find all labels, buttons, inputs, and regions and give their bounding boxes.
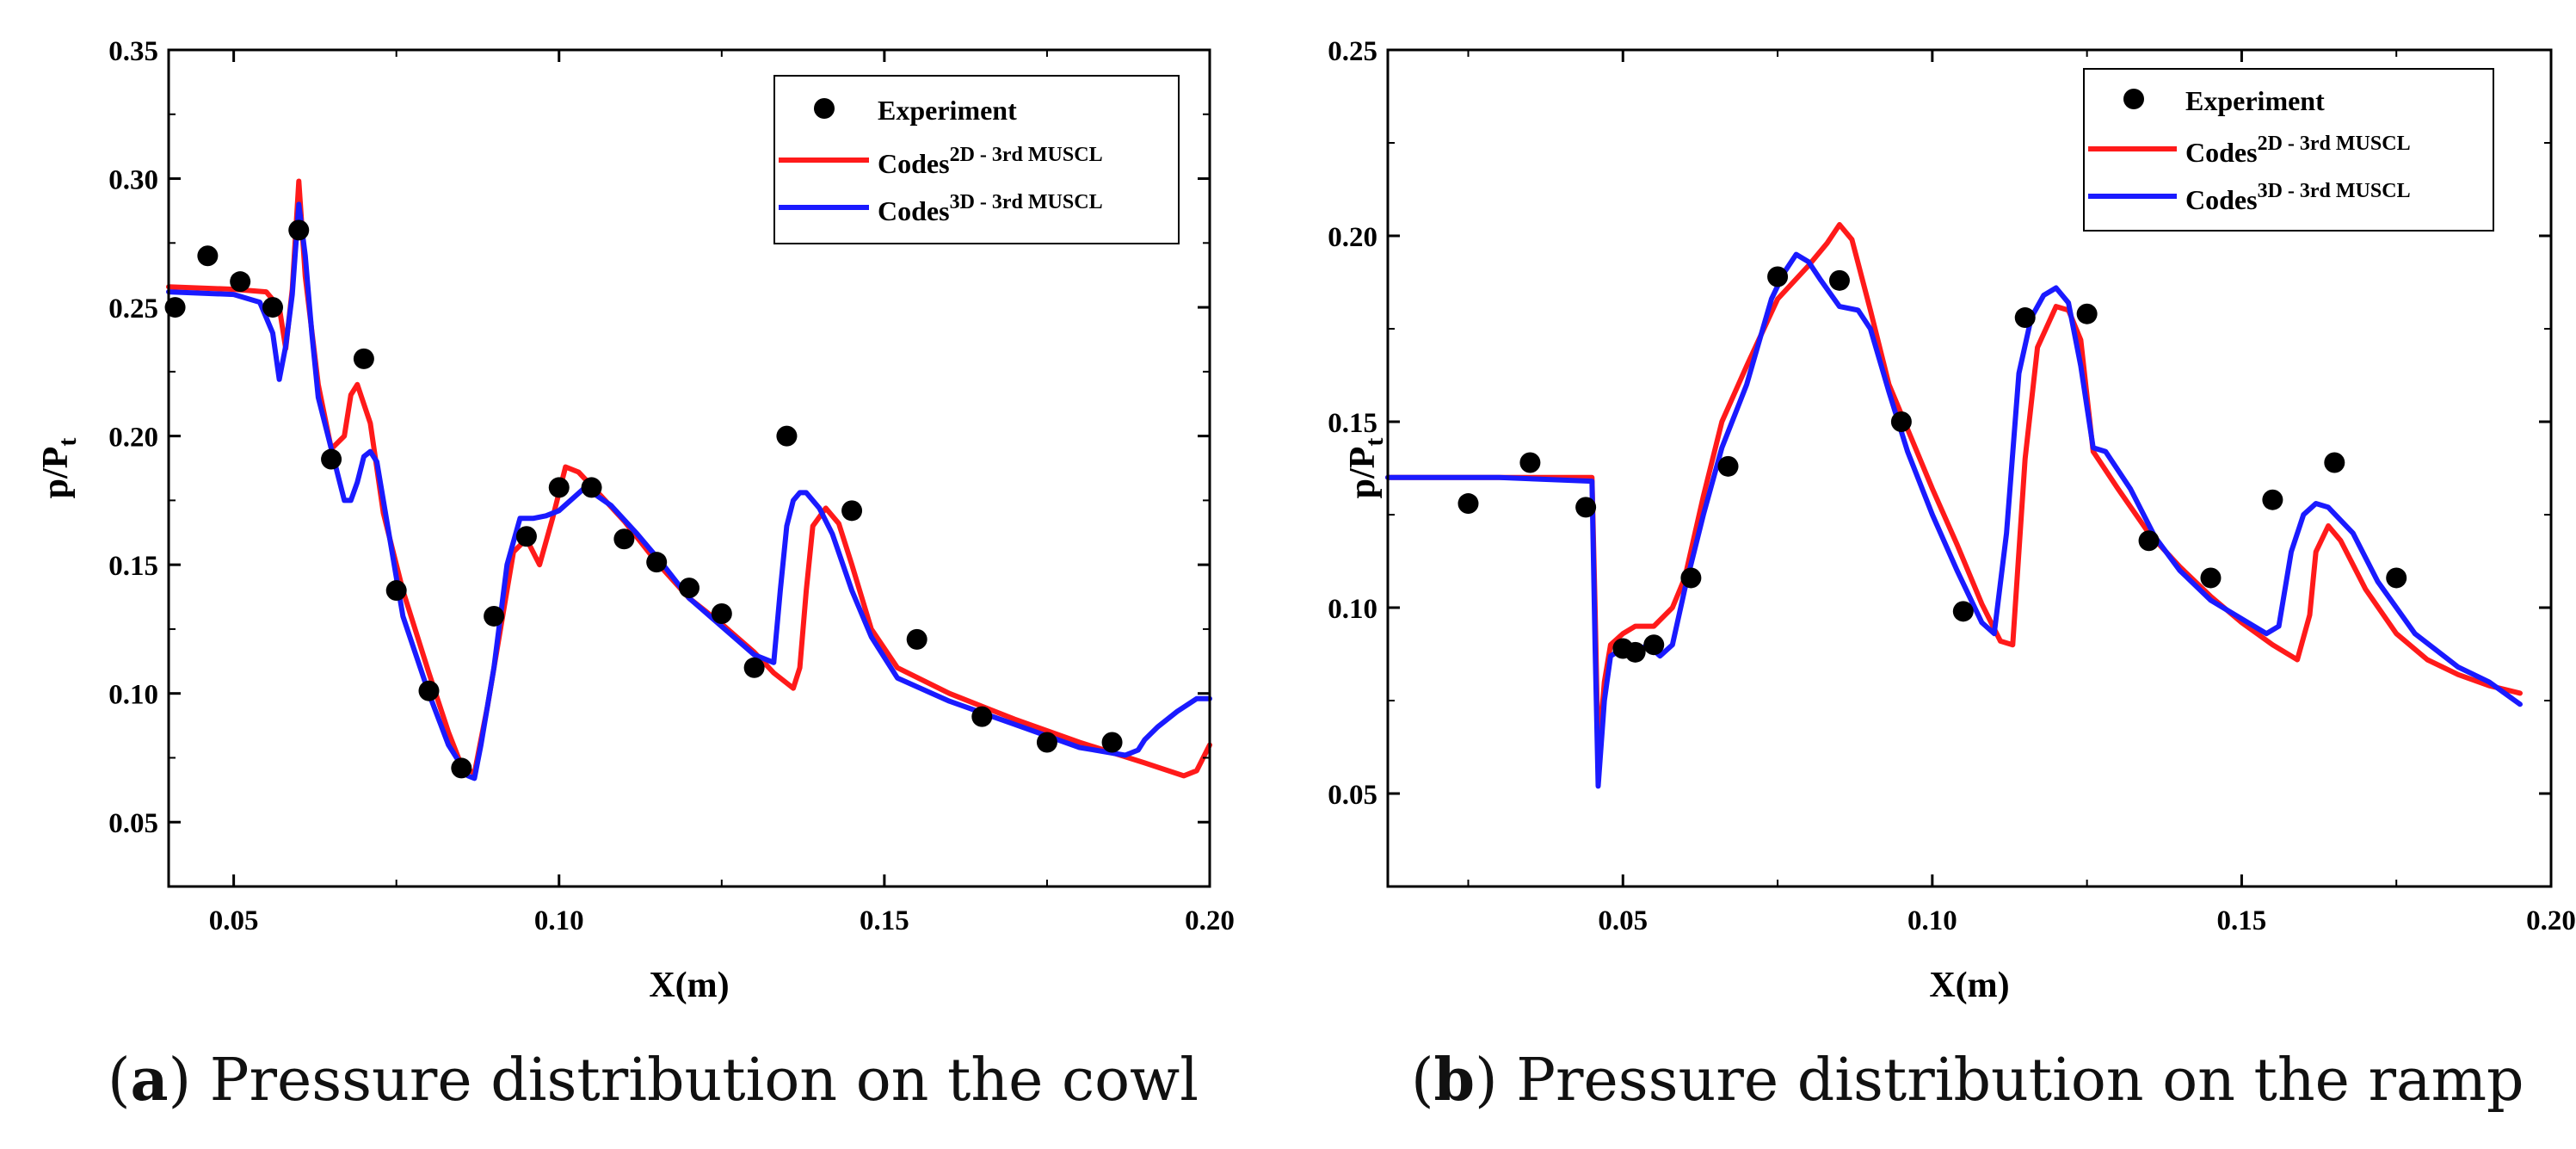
experiment-point (2324, 452, 2345, 473)
experiment-point (971, 706, 993, 727)
y-axis: 0.05 0.10 0.15 0.20 0.25 0.30 0.35 (108, 36, 1210, 839)
y-tick-label: 0.05 (108, 808, 158, 839)
line-codes-2d (1385, 222, 2523, 759)
experiment-point (1519, 452, 1541, 473)
experiment-point (262, 297, 283, 318)
experiment-point (1680, 567, 1702, 589)
series-2d (166, 178, 1212, 779)
legend-2d-label: Codes2D - 3rd MUSCL (2185, 133, 2411, 168)
experiment-point (288, 219, 310, 241)
experiment-point (484, 605, 505, 627)
experiment-point (1101, 732, 1123, 753)
legend-3d-label: Codes3D - 3rd MUSCL (2185, 180, 2411, 215)
y-tick-label: 0.15 (108, 551, 158, 582)
experiment-point (548, 477, 570, 498)
caption-b: (b) Pressure distribution on the ramp (1411, 1046, 2524, 1115)
y-tick-label: 0.25 (1328, 36, 1377, 67)
plot-frame (167, 48, 1211, 888)
experiment-point (1457, 493, 1479, 515)
experiment-point (1036, 732, 1057, 753)
experiment-point (2076, 303, 2098, 324)
x-tick-label: 0.15 (2217, 905, 2267, 936)
y-tick-label: 0.25 (108, 293, 158, 324)
series-3d (166, 201, 1212, 781)
experiment-point (353, 348, 374, 369)
x-axis: 0.05 0.10 0.15 0.20 (1467, 50, 2576, 936)
plot-area (1385, 222, 2523, 789)
y-tick-label: 0.20 (108, 423, 158, 454)
series-3d (1385, 251, 2523, 789)
experiment-point (711, 602, 732, 624)
experiment-point (646, 552, 668, 573)
y-tick-label: 0.35 (108, 36, 158, 67)
y-axis-label: p/Pt (36, 438, 82, 499)
experiment-point (1767, 266, 1789, 287)
y-tick-label: 0.10 (1328, 594, 1377, 625)
experiment-point (1717, 455, 1739, 477)
line-codes-2d (166, 178, 1212, 779)
y-tick-label: 0.10 (108, 680, 158, 711)
legend-experiment-label: Experiment (2185, 85, 2325, 116)
experiment-point (2262, 489, 2283, 510)
x-tick-label: 0.15 (860, 905, 909, 936)
y-tick-label: 0.20 (1328, 222, 1377, 253)
experiment-point (451, 757, 472, 779)
experiment-point (1952, 601, 1974, 622)
legend-2d-label: Codes2D - 3rd MUSCL (878, 144, 1103, 179)
plot-area (164, 178, 1212, 781)
experiment-point (743, 657, 765, 678)
y-tick-label: 0.15 (1328, 408, 1377, 439)
x-tick-label: 0.05 (209, 905, 259, 936)
experiment-point (2386, 567, 2407, 589)
experiment-point (230, 271, 251, 293)
experiment-point (1828, 269, 1850, 291)
caption-a: (a) Pressure distribution on the cowl (108, 1046, 1199, 1115)
line-codes-3d (1385, 251, 2523, 789)
experiment-point (613, 528, 635, 550)
chart-ramp: 0.05 0.10 0.15 0.20 0.25 0.05 0.10 0.15 0.20 X(… (1328, 36, 2576, 1005)
experiment-points (1457, 266, 2407, 663)
legend: Experiment Codes2D - 3rd MUSCL Codes3D -… (773, 75, 1180, 244)
experiment-point (841, 500, 863, 522)
x-axis-label: X(m) (1929, 966, 2009, 1005)
experiment-point (581, 477, 602, 498)
x-tick-label: 0.10 (1907, 905, 1957, 936)
x-tick-label: 0.05 (1598, 905, 1648, 936)
experiment-point (321, 448, 342, 470)
experiment-point (2138, 530, 2160, 552)
legend-experiment-marker (814, 98, 835, 119)
experiment-point (515, 526, 537, 547)
legend: Experiment Codes2D - 3rd MUSCL Codes3D -… (2083, 68, 2494, 232)
experiment-point (906, 628, 927, 650)
x-axis: 0.05 0.10 0.15 0.20 (209, 50, 1235, 936)
legend-experiment-marker (2123, 89, 2144, 109)
experiment-point (1624, 641, 1646, 663)
plot-frame (1386, 48, 2553, 888)
x-tick-label: 0.20 (1185, 905, 1235, 936)
experiment-point (1643, 634, 1665, 656)
x-tick-label: 0.20 (2526, 905, 2576, 936)
line-codes-3d (166, 201, 1212, 781)
legend-box (773, 75, 1180, 244)
experiment-point (776, 425, 798, 447)
experiment-point (418, 680, 440, 701)
experiment-point (385, 580, 407, 602)
experiment-point (1890, 411, 1912, 432)
series-2d (1385, 222, 2523, 759)
legend-3d-label: Codes3D - 3rd MUSCL (878, 191, 1103, 226)
y-tick-label: 0.05 (1328, 780, 1377, 811)
experiment-point (679, 578, 699, 599)
legend-experiment-label: Experiment (878, 95, 1017, 126)
y-axis: 0.05 0.10 0.15 0.20 0.25 (1328, 36, 2551, 811)
experiment-points (164, 219, 1123, 779)
x-tick-label: 0.10 (534, 905, 584, 936)
experiment-point (2014, 307, 2036, 329)
experiment-point (197, 245, 219, 267)
y-tick-label: 0.30 (108, 165, 158, 196)
chart-cowl: 0.05 0.10 0.15 0.20 0.25 0.30 0.35 0.05 0.10 0.1… (36, 36, 1235, 1005)
y-axis-label: p/Pt (1343, 438, 1389, 499)
experiment-point (1575, 497, 1597, 518)
experiment-point (2200, 567, 2222, 589)
x-axis-label: X(m) (649, 966, 729, 1005)
